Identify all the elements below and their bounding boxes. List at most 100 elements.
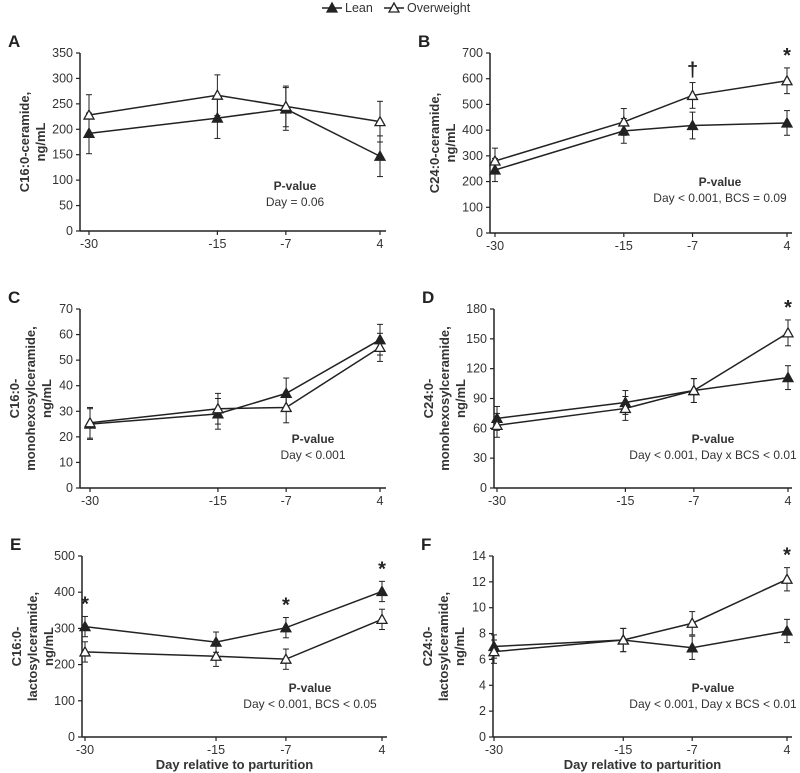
panel-label: C — [8, 288, 20, 307]
x-tick-label: -30 — [485, 743, 503, 757]
pvalue-title: P-value — [289, 681, 332, 695]
y-tick-label: 90 — [473, 392, 487, 406]
y-tick-label: 500 — [54, 549, 75, 563]
y-tick-label: 0 — [66, 481, 73, 495]
y-axis-label: ng/mL — [452, 627, 467, 666]
pvalue-text: Day < 0.001 — [280, 448, 345, 462]
series-overweight — [490, 319, 795, 438]
y-tick-label: 300 — [462, 149, 483, 163]
data-point-lean — [211, 111, 224, 123]
y-axis-label: ng/mL — [39, 379, 54, 418]
x-tick-label: 4 — [784, 239, 791, 253]
series-lean — [78, 580, 389, 653]
pvalue-text: Day < 0.001, BCS < 0.05 — [243, 697, 377, 711]
y-tick-label: 180 — [466, 302, 487, 316]
y-tick-label: 10 — [59, 455, 73, 469]
significance-marker: * — [282, 595, 290, 617]
y-axis-label: lactosylceramide, — [25, 592, 40, 701]
series-line — [496, 376, 789, 420]
y-tick-label: 30 — [59, 404, 73, 418]
x-tick-label: 4 — [784, 743, 791, 757]
data-point-overweight — [490, 419, 504, 431]
y-axis-label: C16:0-ceramide, — [17, 92, 32, 192]
y-tick-label: 4 — [479, 678, 486, 692]
data-point-lean — [780, 116, 794, 128]
x-tick-label: -30 — [80, 237, 98, 251]
y-axis-label: ng/mL — [453, 379, 468, 418]
data-point-overweight — [487, 645, 501, 657]
y-tick-label: 100 — [52, 173, 73, 187]
x-tick-label: 4 — [377, 237, 384, 251]
y-tick-label: 14 — [472, 549, 486, 563]
legend-marker-overweight — [387, 1, 401, 13]
y-axis-label: monohexosylceramide, — [437, 326, 452, 471]
y-tick-label: 100 — [462, 200, 483, 214]
x-tick-label: -15 — [616, 494, 634, 508]
pvalue-title: P-value — [699, 175, 742, 189]
y-tick-label: 400 — [462, 123, 483, 137]
x-tick-label: -15 — [209, 494, 227, 508]
panel-label: F — [421, 535, 431, 554]
legend-label-overweight: Overweight — [407, 1, 471, 15]
data-point-lean — [780, 624, 794, 636]
y-tick-label: 12 — [472, 575, 486, 589]
y-tick-label: 200 — [52, 122, 73, 136]
significance-marker: † — [687, 60, 698, 82]
data-point-overweight — [617, 633, 630, 645]
significance-marker: * — [783, 545, 791, 567]
series-overweight — [487, 567, 794, 664]
panel-label: B — [418, 32, 430, 51]
y-axis-label: ng/mL — [41, 627, 56, 666]
data-point-overweight — [279, 100, 292, 112]
series-overweight — [78, 608, 389, 670]
series-line — [494, 80, 788, 162]
y-tick-label: 2 — [479, 704, 486, 718]
data-point-overweight — [211, 402, 225, 414]
series-lean — [487, 618, 794, 660]
y-tick-label: 600 — [462, 72, 483, 86]
y-tick-label: 100 — [54, 694, 75, 708]
series-line — [88, 94, 381, 123]
panel-c: C 0 10 20 30 40 50 60 70 -30 -15 -7 4 C16:0- monohexos… — [7, 288, 387, 508]
y-tick-label: 0 — [480, 481, 487, 495]
x-tick-label: -7 — [687, 743, 698, 757]
x-tick-label: -7 — [280, 237, 291, 251]
data-point-overweight — [82, 108, 96, 120]
series-line — [89, 346, 381, 424]
data-point-overweight — [781, 326, 795, 338]
y-tick-label: 250 — [52, 97, 73, 111]
data-point-overweight — [279, 652, 293, 664]
y-tick-label: 700 — [462, 46, 483, 60]
data-point-overweight — [617, 115, 630, 127]
x-tick-label: 4 — [785, 494, 792, 508]
y-tick-label: 0 — [479, 730, 486, 744]
data-point-overweight — [619, 402, 632, 414]
x-tick-label: 4 — [377, 494, 384, 508]
pvalue-title: P-value — [274, 179, 317, 193]
panel-label: E — [10, 535, 21, 554]
pvalue-text: Day < 0.001, BCS = 0.09 — [653, 191, 787, 205]
y-tick-label: 0 — [66, 224, 73, 238]
data-point-lean — [373, 149, 387, 161]
series-lean — [83, 323, 387, 440]
y-tick-label: 0 — [476, 226, 483, 240]
data-point-lean — [686, 119, 699, 131]
y-tick-label: 70 — [59, 302, 73, 316]
y-tick-label: 10 — [472, 601, 486, 615]
y-tick-label: 30 — [473, 451, 487, 465]
pvalue-text: Day < 0.001, Day x BCS < 0.01 — [629, 697, 797, 711]
data-point-lean — [781, 371, 795, 383]
series-line — [493, 578, 788, 653]
x-tick-label: -15 — [614, 743, 632, 757]
x-tick-label: -7 — [688, 494, 699, 508]
data-point-lean — [686, 641, 699, 653]
y-tick-label: 400 — [54, 585, 75, 599]
y-tick-label: 6 — [479, 652, 486, 666]
y-tick-label: 60 — [59, 328, 73, 342]
data-point-overweight — [78, 645, 92, 657]
y-tick-label: 150 — [466, 332, 487, 346]
data-point-overweight — [83, 416, 97, 428]
series-lean — [82, 87, 387, 178]
